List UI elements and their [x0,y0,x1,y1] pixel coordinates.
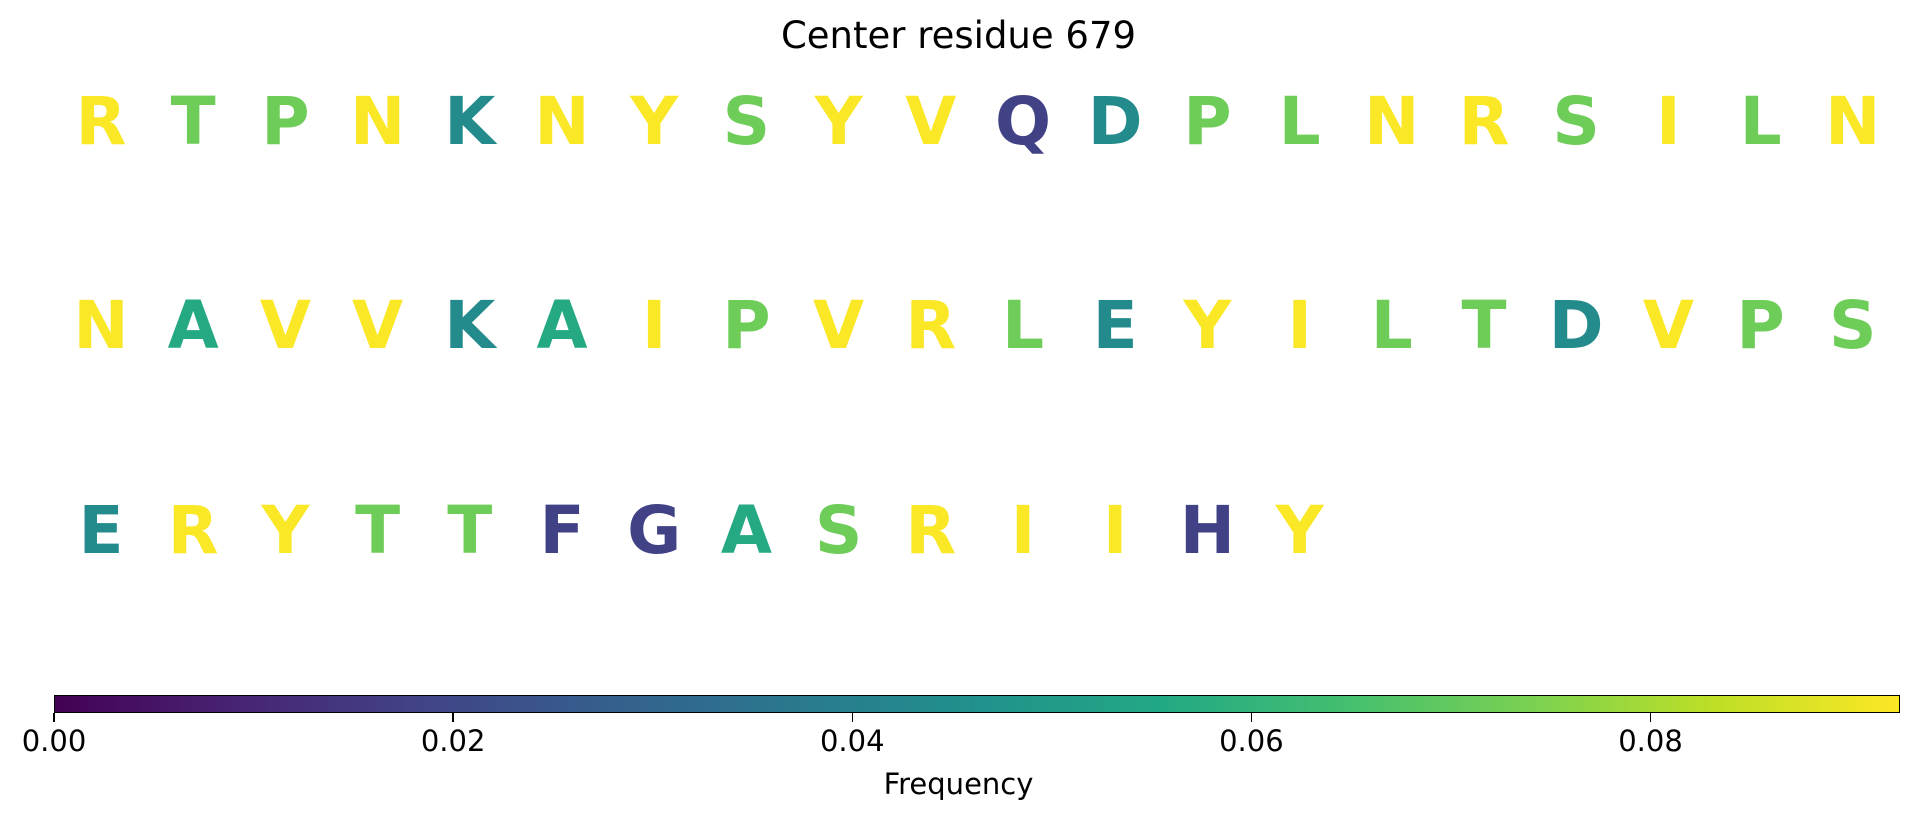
residue-letter: N [1364,83,1420,160]
colorbar-tick [851,713,854,722]
residue-letter: E [1092,287,1138,364]
residue-letter: V [905,83,957,160]
residue-letter: I [1287,287,1312,364]
colorbar-gradient [54,695,1900,713]
residue-letter: K [444,287,496,364]
residue-letter: H [1179,492,1236,569]
residue-letter: P [261,83,310,160]
residue-letter: S [1829,287,1877,364]
residue-letter: I [1656,83,1681,160]
residue-letter: S [1552,83,1600,160]
residue-letter: V [813,287,865,364]
residue-letter: I [1010,492,1036,569]
residue-letter: I [1102,492,1128,569]
colorbar-tick-label: 0.02 [420,724,486,758]
colorbar-tick [1250,713,1253,722]
residue-letter: S [722,83,771,160]
residue-letter: P [722,287,771,364]
residue-letter: L [1001,287,1045,364]
residue-letter: N [534,83,590,160]
residue-letter: F [539,492,585,569]
residue-letter: V [1642,287,1694,364]
residue-letter: A [720,492,772,569]
residue-letter: K [444,83,496,160]
residue-letter: V [352,287,404,364]
colorbar-tick-label: 0.06 [1219,724,1284,758]
residue-letter: P [1736,287,1785,364]
residue-letter: V [259,287,311,364]
colorbar-tick-label: 0.08 [1618,724,1683,758]
residue-letter: Y [1275,492,1324,569]
colorbar-label: Frequency [883,767,1034,801]
colorbar-container: 0.00 0.02 0.04 0.06 0.08 Frequency [0,680,1917,822]
residue-letter: A [167,287,219,364]
residue-letter: S [814,492,863,569]
residue-letter: I [641,287,667,364]
residue-letter: Y [1183,287,1232,364]
residue-letter: R [167,492,219,569]
colorbar-tick [452,713,454,722]
chart-title: Center residue 679 [780,14,1137,57]
residue-letter: R [905,287,957,364]
residue-letter: L [1278,83,1321,160]
residue-letter: Y [261,492,310,569]
residue-letter: T [170,83,216,160]
residue-letter: Y [814,83,863,160]
residue-letter: T [1461,287,1507,364]
residue-letter: N [73,287,129,364]
colorbar-tick-label: 0.04 [819,724,885,758]
residue-letter: D [1087,83,1143,160]
residue-letter: T [447,492,493,569]
residue-letter: R [905,492,957,569]
residue-letter: P [1183,83,1232,160]
residue-letter: R [75,83,127,160]
residue-letter: T [355,492,401,569]
residue-letter: R [1458,83,1510,160]
colorbar-tick-label: 0.00 [21,724,87,758]
colorbar-tick [53,713,55,722]
residue-letter: Y [630,83,679,160]
residue-letter: L [1370,287,1413,364]
residue-letter: L [1739,83,1782,160]
colorbar-tick [1649,713,1652,722]
residue-letter: A [536,287,588,364]
residue-letter: G [627,492,682,569]
residue-letter: Q [994,83,1052,160]
residue-letter: N [1825,83,1881,160]
residue-letter: E [78,492,124,569]
residue-letter: D [1548,287,1604,364]
residue-letter: N [349,83,406,160]
